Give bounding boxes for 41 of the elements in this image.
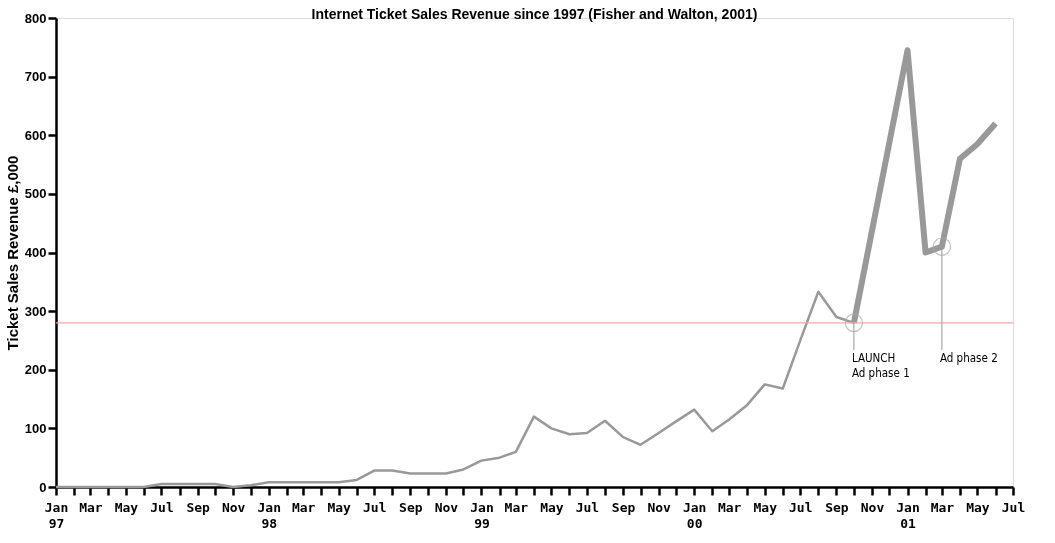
- x-tick-label: Jan 99: [470, 499, 494, 531]
- x-tick-label: Nov: [647, 499, 672, 515]
- x-tick-label: Mar: [504, 499, 529, 515]
- x-tick-label: Jul: [150, 499, 174, 515]
- y-tick-label: 300: [24, 303, 47, 319]
- x-tick-label: May: [540, 499, 564, 515]
- y-tick-label: 800: [24, 10, 47, 26]
- x-tick-label: Mar: [291, 499, 316, 515]
- y-tick-label: 600: [24, 127, 47, 143]
- x-tick-label: Nov: [434, 499, 459, 515]
- x-tick-label: May: [966, 499, 990, 515]
- x-tick-label: Jul: [575, 499, 600, 515]
- x-tick-label: Mar: [717, 499, 742, 515]
- x-tick-label: May: [114, 499, 139, 515]
- x-tick-label: Jan 01: [896, 499, 920, 531]
- x-tick-label: May: [753, 499, 778, 515]
- y-tick-label: 400: [24, 245, 47, 260]
- x-tick-label: Sep: [611, 499, 636, 515]
- x-tick-label: Sep: [825, 499, 849, 515]
- y-tick-label: 0: [39, 479, 47, 495]
- x-tick-label: Nov: [860, 499, 885, 515]
- x-tick-label: May: [327, 499, 352, 515]
- x-tick-label: Sep: [186, 499, 211, 515]
- x-tick-label: Mar: [79, 499, 103, 515]
- x-tick-label: Jul: [1001, 499, 1026, 515]
- x-tick-label: Jul: [789, 499, 813, 515]
- y-tick-label: 100: [24, 420, 47, 436]
- x-tick-label: Nov: [221, 499, 246, 515]
- y-tick-label: 500: [24, 186, 47, 202]
- y-axis-title: Ticket Sales Revenue £,000: [3, 155, 21, 351]
- y-tick-label: 200: [24, 362, 47, 378]
- x-tick-label: Jan 98: [257, 499, 281, 531]
- x-tick-label: Sep: [399, 499, 423, 515]
- y-tick-label: 700: [24, 69, 47, 85]
- x-tick-label: Mar: [930, 499, 955, 515]
- annotation: LAUNCH Ad phase 1: [851, 351, 910, 380]
- x-tick-label: Jan 00: [682, 499, 707, 531]
- chart-title: Internet Ticket Sales Revenue since 1997 (Fisher and Walton, 2001): [311, 6, 758, 22]
- annotation: Ad phase 2: [939, 351, 998, 365]
- x-tick-label: Jul: [362, 499, 387, 515]
- x-tick-label: Jan 97: [44, 499, 69, 531]
